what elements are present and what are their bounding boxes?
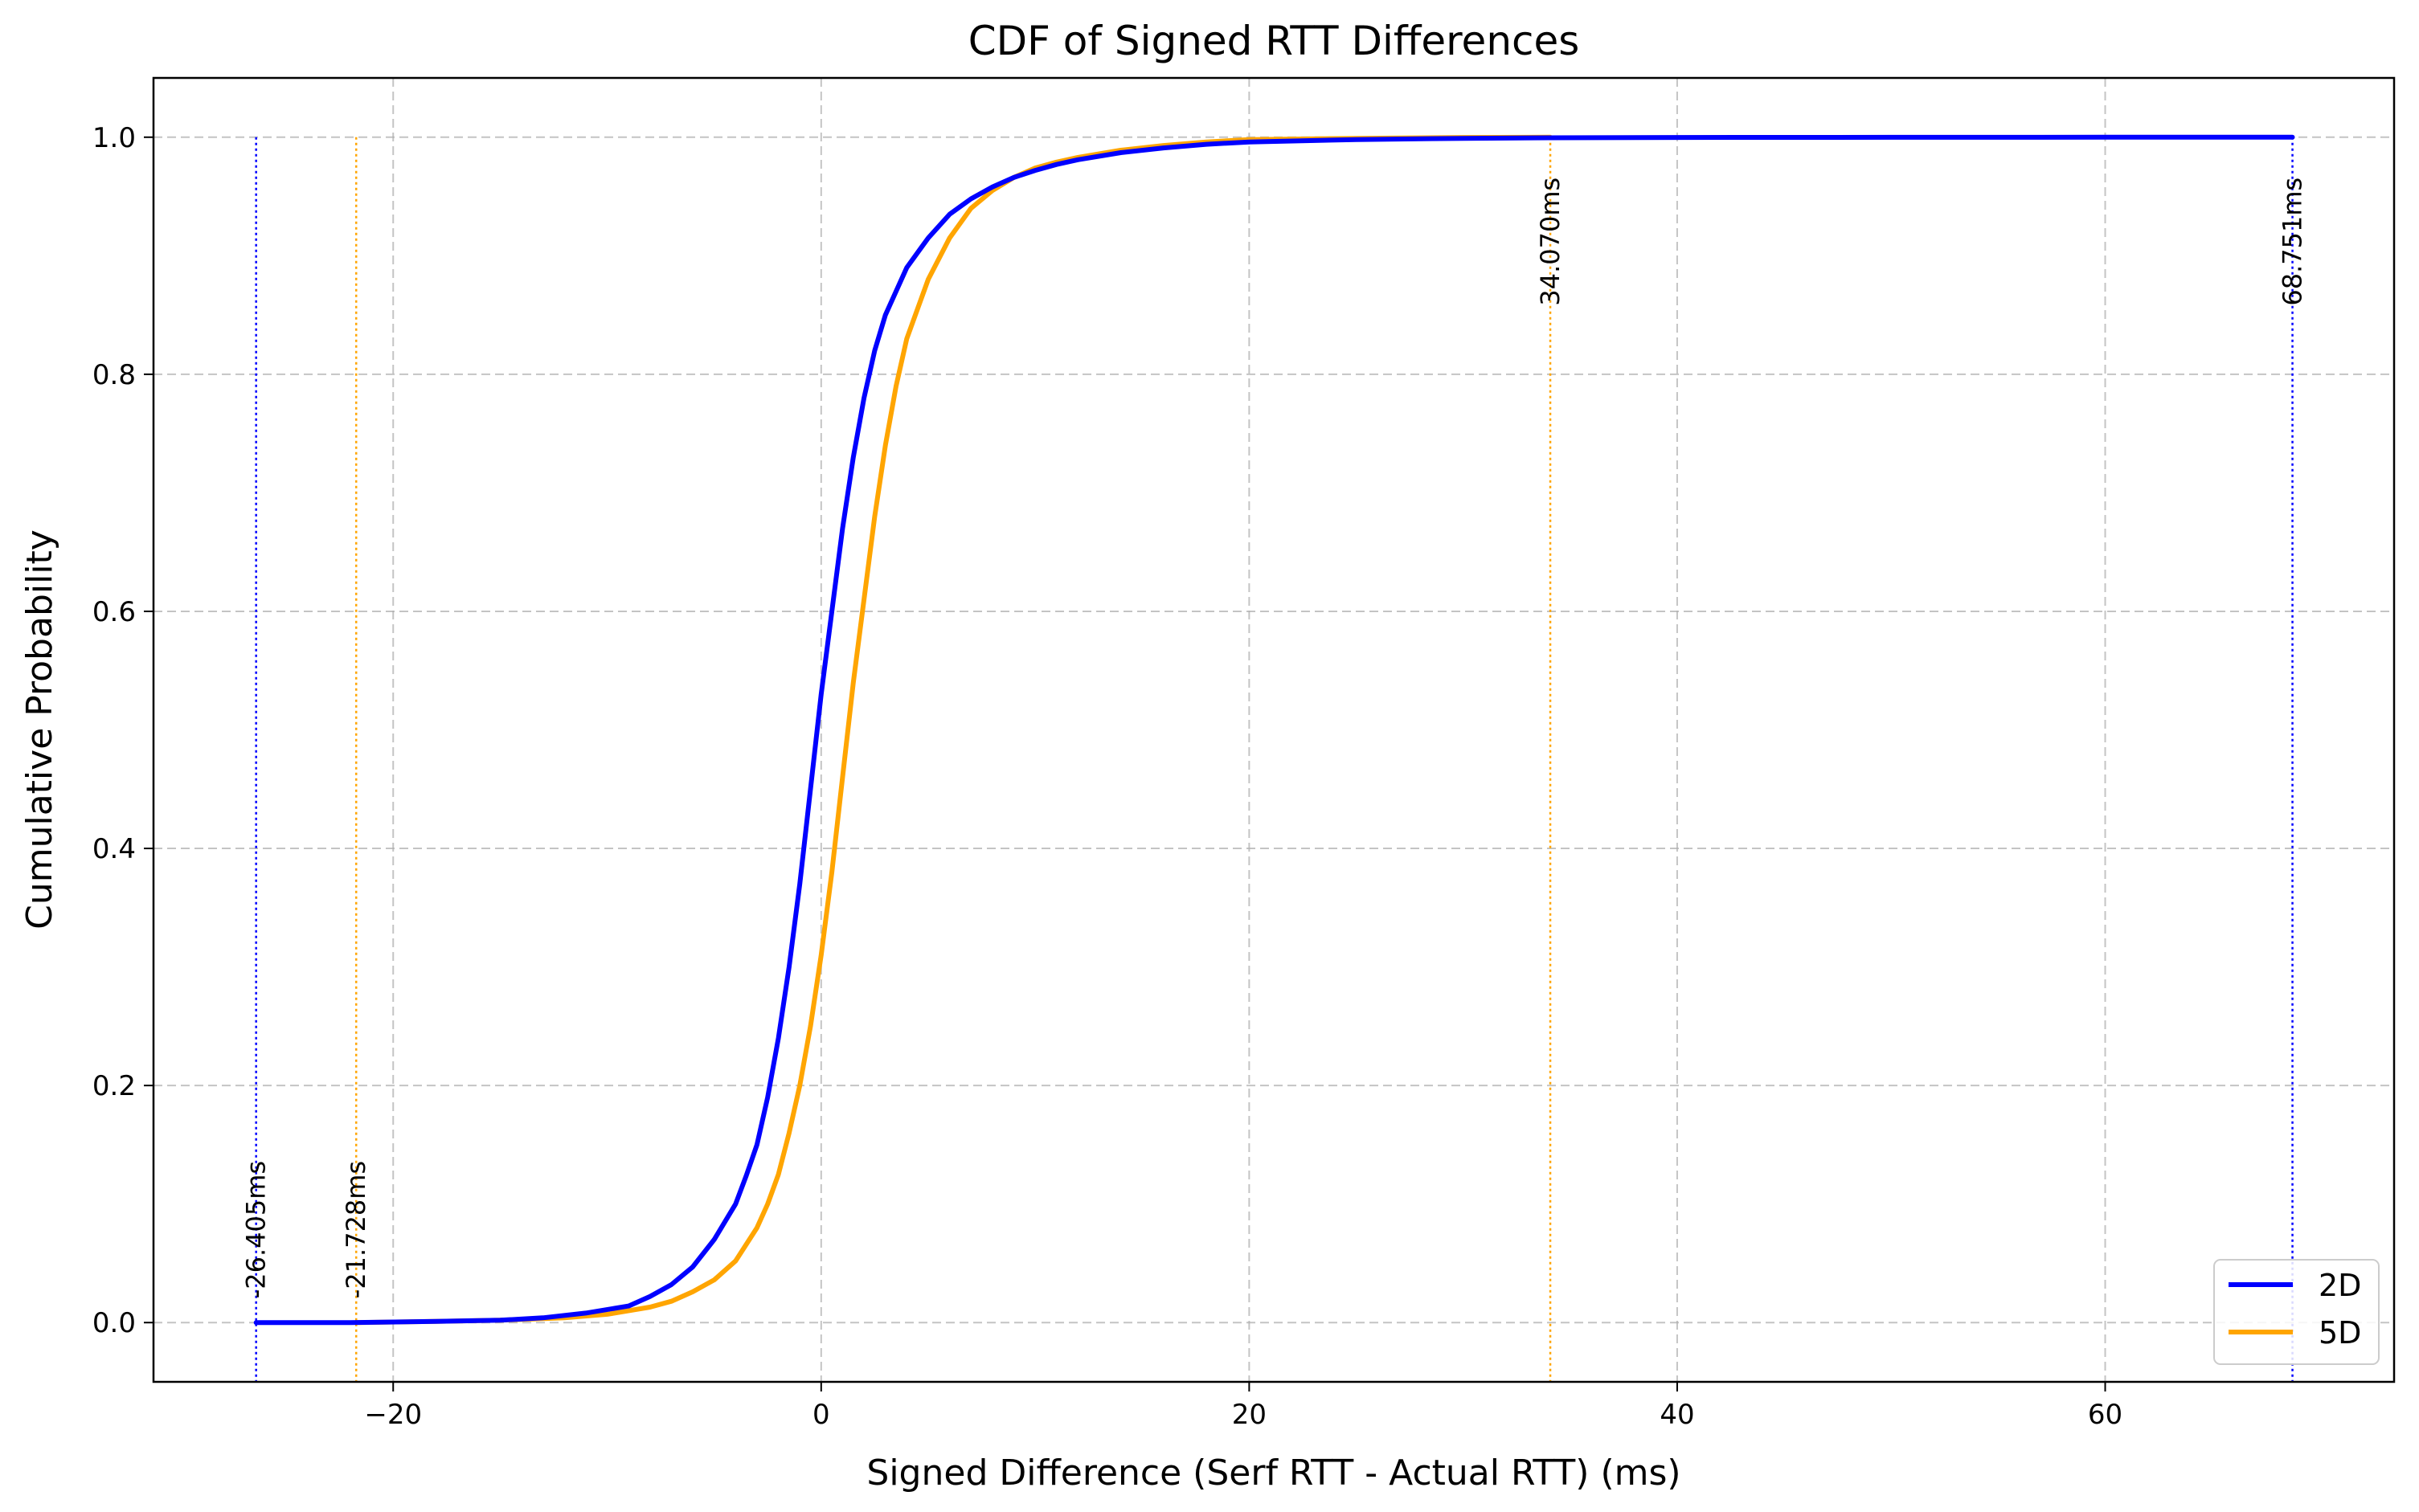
chart-title: CDF of Signed RTT Differences <box>968 18 1580 64</box>
x-axis-label: Signed Difference (Serf RTT - Actual RTT… <box>866 1453 1680 1494</box>
chart-legend: 2D 5D <box>2213 1259 2380 1365</box>
axis-ticks: −20 0 20 40 60 0.0 0.2 0.4 0.6 0.8 1.0 <box>92 122 2122 1431</box>
x-tick-label: 60 <box>2088 1399 2122 1431</box>
series-lines <box>253 134 2295 1326</box>
legend-label-5d: 5D <box>2319 1315 2361 1351</box>
y-tick-label: 0.2 <box>92 1070 136 1102</box>
x-tick-label: 0 <box>812 1399 830 1431</box>
annotation-label: 68.751ms <box>2278 178 2308 306</box>
annotation-label: -26.405ms <box>241 1161 272 1298</box>
y-tick-label: 0.6 <box>92 596 136 628</box>
axes-frame <box>152 76 2396 1383</box>
x-tick-label: −20 <box>364 1399 422 1431</box>
y-tick-label: 0.4 <box>92 833 136 865</box>
x-tick-label: 40 <box>1660 1399 1694 1431</box>
y-axis-label: Cumulative Probability <box>19 529 60 930</box>
annotation-label: 34.070ms <box>1535 178 1566 306</box>
series-line-2d <box>253 134 2295 1326</box>
legend-label-2d: 2D <box>2319 1268 2361 1303</box>
y-tick-label: 1.0 <box>92 122 136 154</box>
y-tick-label: 0.8 <box>92 359 136 391</box>
annotation-label: -21.728ms <box>341 1161 371 1298</box>
annotation-labels: -26.405ms -21.728ms 34.070ms 68.751ms <box>241 178 2308 1298</box>
y-tick-label: 0.0 <box>92 1307 136 1339</box>
x-tick-label: 20 <box>1232 1399 1267 1431</box>
